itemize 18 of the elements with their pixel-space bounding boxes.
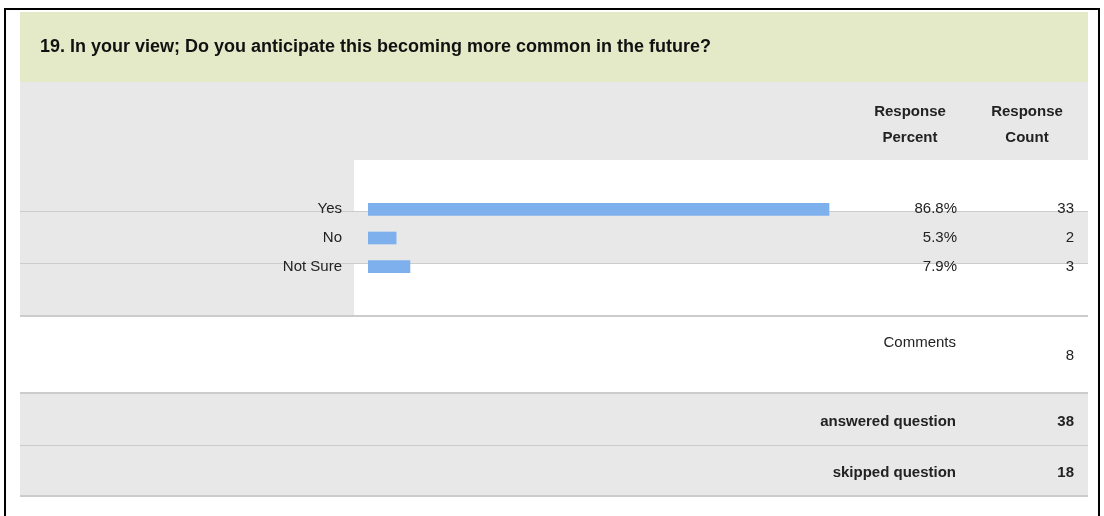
text: Response Percent — [873, 101, 947, 147]
text: skipped question — [832, 463, 956, 480]
text: 3 — [1065, 256, 1074, 274]
data-label: 5.3% — [922, 228, 957, 246]
text: 33 — [1057, 199, 1074, 217]
text: 8 — [1065, 346, 1074, 363]
text: 2 — [1065, 228, 1074, 246]
text: Response Count — [990, 101, 1064, 147]
data-label: 86.8% — [914, 199, 957, 217]
text: 18 — [1057, 463, 1074, 480]
chart-title: 19. In your view; Do you anticipate this becoming more common in the future? — [40, 36, 712, 57]
text: 38 — [1057, 412, 1074, 429]
y-tick-label: Yes — [317, 199, 342, 217]
data-label: 7.9% — [922, 256, 957, 274]
y-tick-label: No — [322, 228, 342, 246]
text: Comments — [883, 333, 956, 350]
y-tick-label: Not Sure — [282, 256, 342, 274]
text: answered question — [820, 412, 956, 429]
